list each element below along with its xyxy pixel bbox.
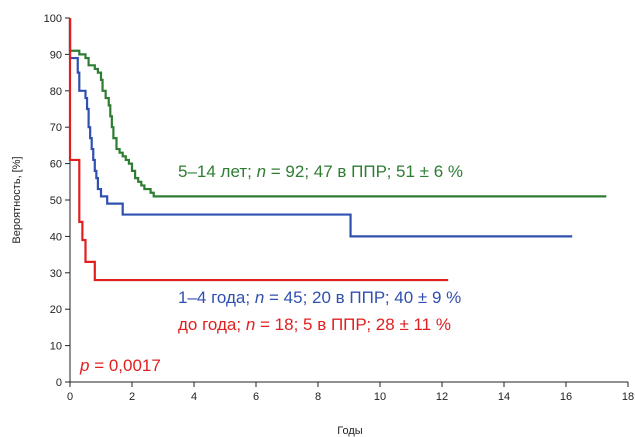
pvalue-rest: = 0,0017 [89,356,161,375]
y-tick-label: 90 [50,49,62,61]
y-tick-label: 80 [50,86,62,98]
y-tick-label: 20 [50,304,62,316]
y-tick-label: 10 [50,341,62,353]
series-layer [68,18,607,282]
annotation-green-lead: 5–14 лет; [178,162,257,181]
x-tick-label: 6 [253,391,259,403]
annotation-green: 5–14 лет; n = 92; 47 в ППР; 51 ± 6 % [178,163,463,180]
annotation-pvalue: p = 0,0017 [80,357,161,374]
annotation-red: до года; n = 18; 5 в ППР; 28 ± 11 % [178,316,451,333]
annotation-red-rest: = 18; 5 в ППР; 28 ± 11 % [255,315,451,334]
series-line-0 [68,18,607,198]
annotation-blue-lead: 1–4 года; [178,288,255,307]
axes: 0 10 20 30 40 50 60 70 80 90 100 0 2 4 6 8 10 12 14 16 18 [44,13,634,403]
y-tick-label: 30 [50,268,62,280]
x-tick-label: 12 [436,391,448,403]
y-tick-label: 40 [50,231,62,243]
y-tick-label: 0 [56,377,62,389]
annotation-blue-rest: = 45; 20 в ППР; 40 ± 9 % [264,288,462,307]
pvalue-p: p [80,356,90,375]
annotation-green-rest: = 92; 47 в ППР; 51 ± 6 % [266,162,464,181]
x-tick-label: 18 [622,391,634,403]
y-tick-label: 60 [50,159,62,171]
series-line-2 [68,18,449,282]
x-tick-label: 8 [315,391,321,403]
series-line-1 [68,18,573,238]
x-tick-label: 2 [129,391,135,403]
y-tick-label: 70 [50,122,62,134]
annotation-blue: 1–4 года; n = 45; 20 в ППР; 40 ± 9 % [178,289,461,306]
x-tick-label: 16 [560,391,572,403]
x-axis-title: Годы [337,425,363,437]
y-tick-label: 50 [50,195,62,207]
annotation-red-n: n [245,315,256,334]
y-tick-label: 100 [44,13,62,25]
x-tick-label: 4 [191,391,197,403]
annotation-green-n: n [256,162,267,181]
x-tick-label: 10 [374,391,386,403]
y-axis-title: Вероятность, [%] [11,156,23,243]
x-tick-label: 14 [498,391,510,403]
annotation-red-lead: до года; [178,315,246,334]
annotation-blue-n: n [254,288,265,307]
x-tick-label: 0 [67,391,73,403]
